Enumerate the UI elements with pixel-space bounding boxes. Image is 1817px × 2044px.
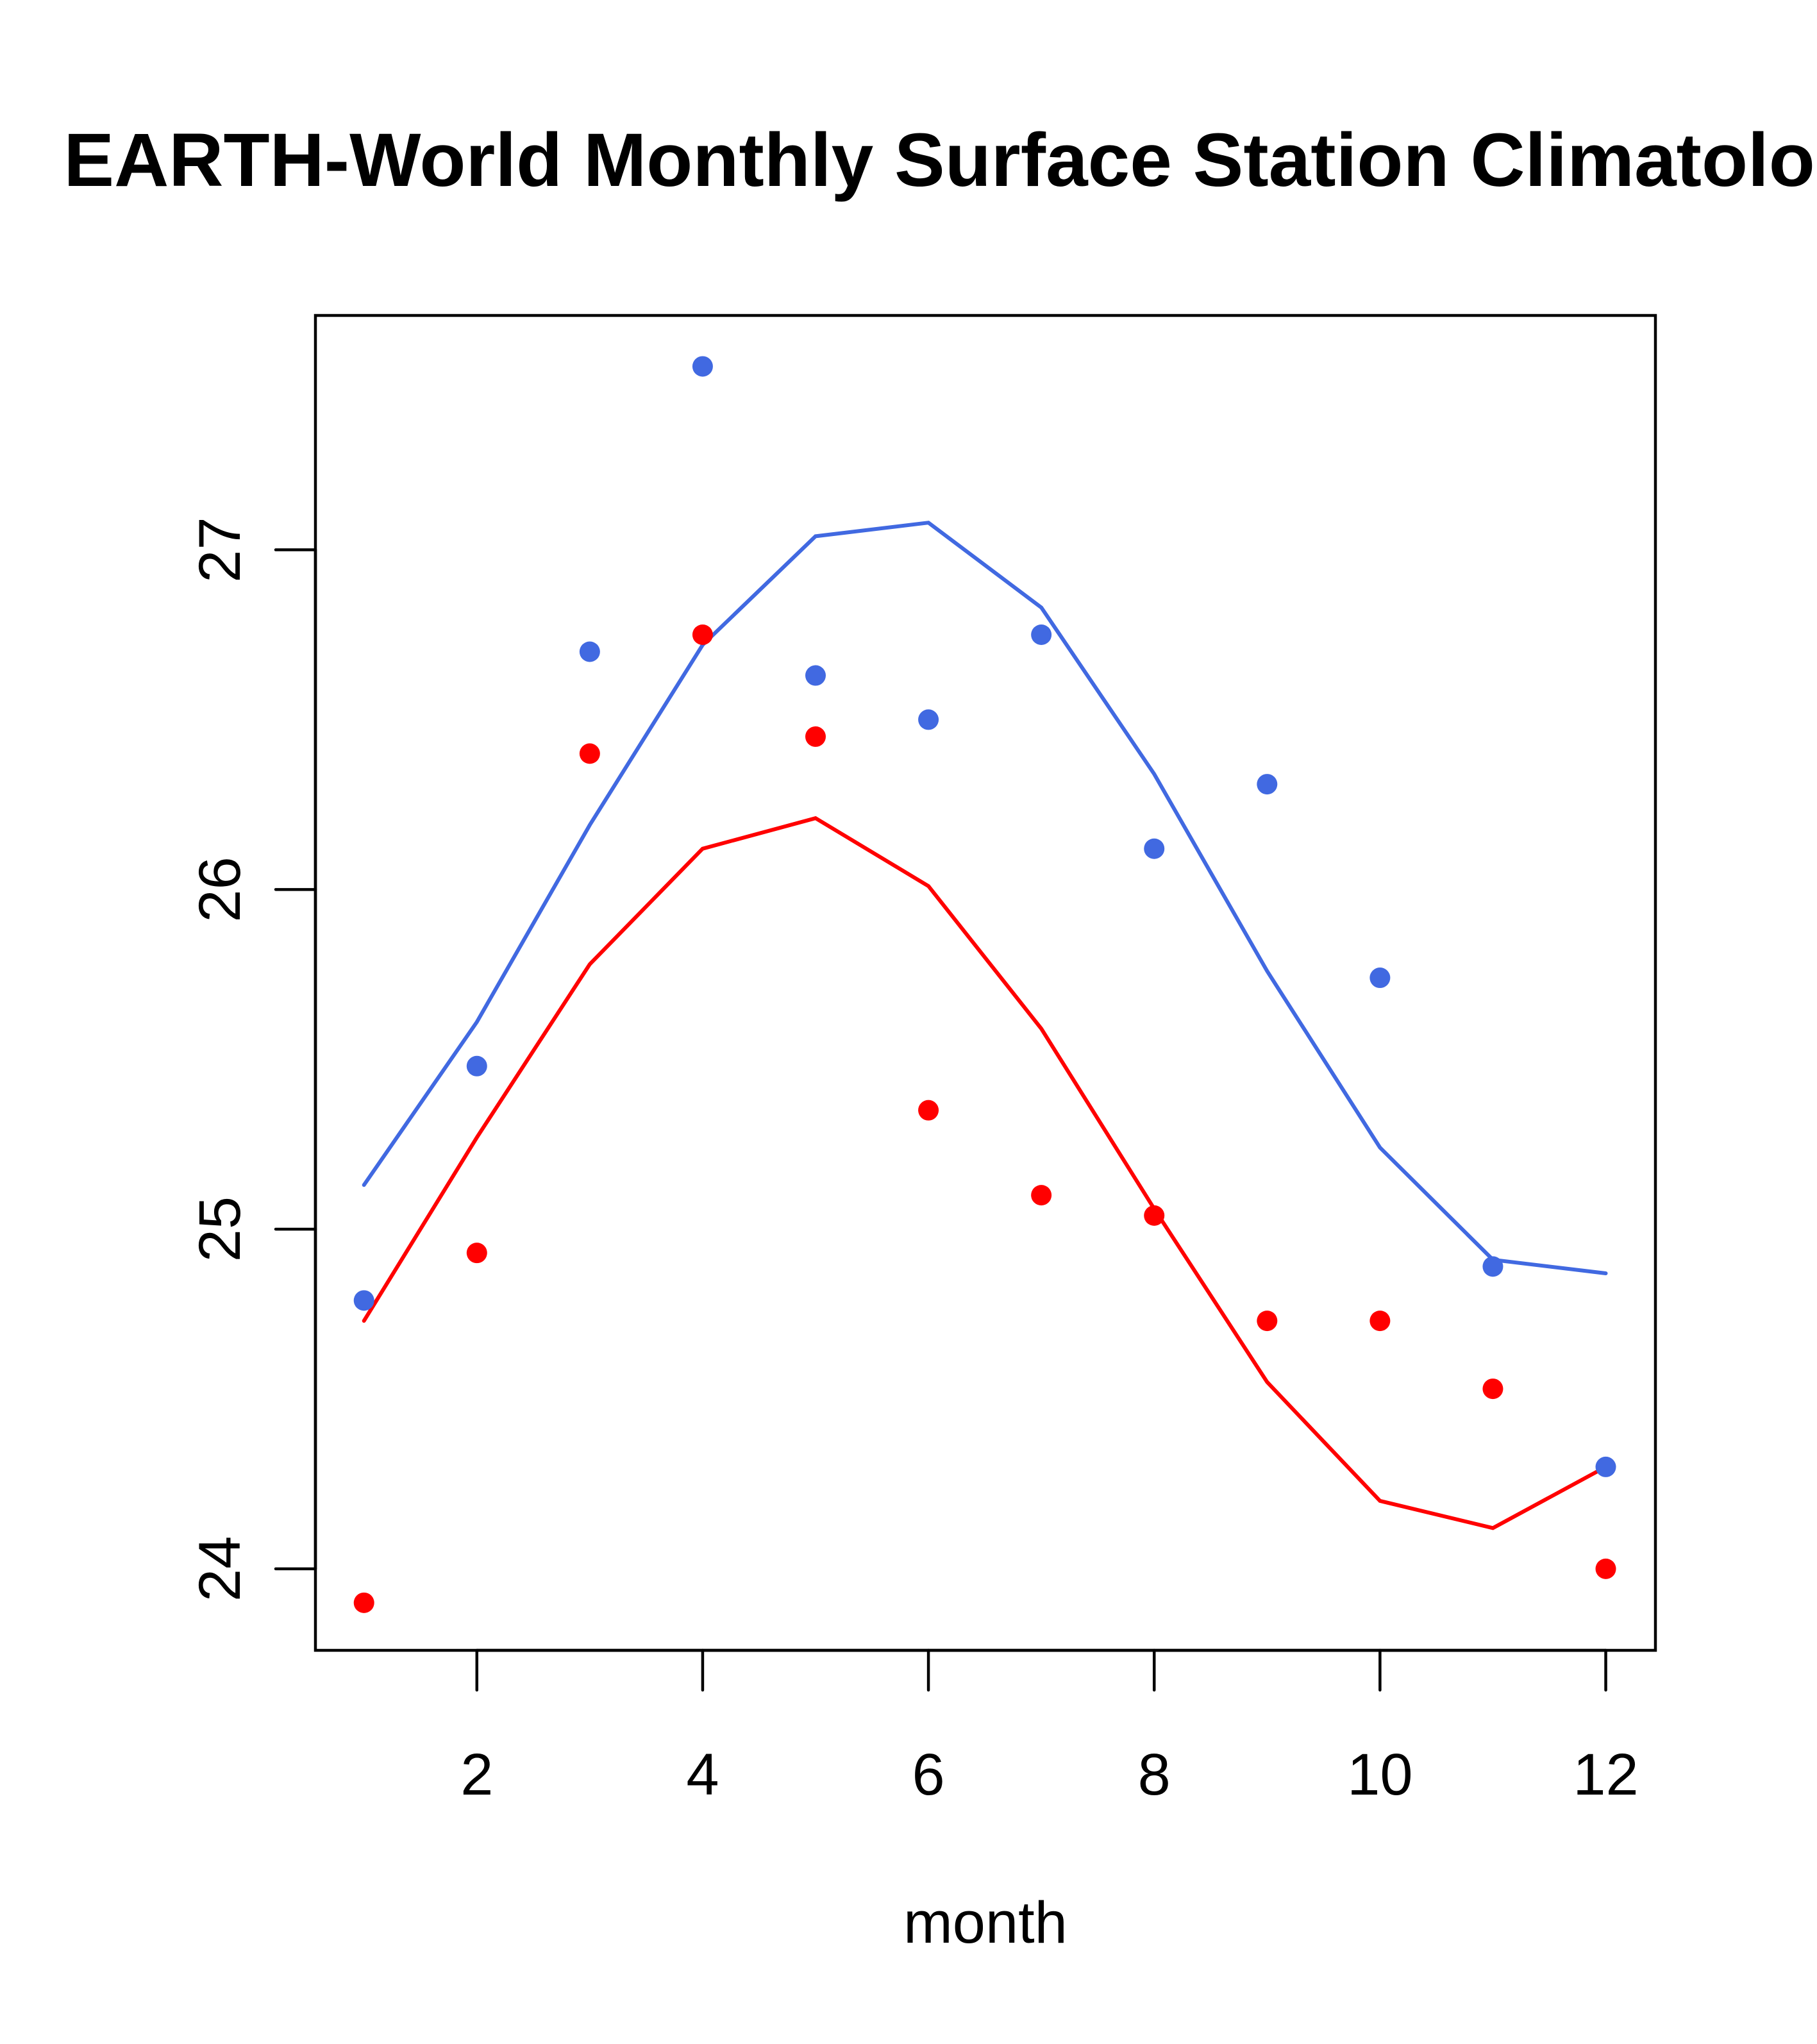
data-point	[353, 1592, 374, 1613]
series-blue-points	[353, 356, 1616, 1477]
data-point	[353, 1290, 374, 1311]
data-point	[1144, 1205, 1165, 1226]
y-tick-label: 24	[187, 1536, 253, 1602]
y-tick-label: 27	[187, 517, 253, 582]
data-point	[466, 1055, 487, 1076]
data-point	[1369, 1311, 1391, 1332]
x-tick-label: 4	[686, 1742, 719, 1807]
data-point	[1257, 774, 1278, 795]
data-point	[1369, 968, 1391, 989]
y-axis: 24 25 26 27	[187, 517, 317, 1602]
x-tick-label: 12	[1573, 1742, 1638, 1807]
data-point	[918, 1100, 939, 1121]
x-tick-label: 8	[1138, 1742, 1171, 1807]
data-point	[1031, 1185, 1052, 1206]
series-blue-line	[362, 521, 1608, 1275]
x-tick-label: 6	[912, 1742, 944, 1807]
data-point	[805, 665, 826, 686]
x-tick-label: 10	[1347, 1742, 1412, 1807]
data-point	[1031, 624, 1052, 645]
data-point	[1144, 838, 1165, 859]
x-axis: 2 4 6 8 10 12	[460, 1648, 1639, 1807]
series-layer	[353, 356, 1616, 1613]
data-point	[1482, 1378, 1503, 1400]
chart-title: EARTH-World Monthly Surface Station Clim…	[63, 118, 1817, 203]
data-point	[579, 743, 600, 764]
data-point	[1482, 1256, 1503, 1277]
plot-frame	[314, 314, 1657, 1652]
data-point	[1257, 1311, 1278, 1332]
y-tick-label: 26	[187, 857, 253, 922]
series-red-line	[362, 816, 1608, 1530]
data-point	[579, 641, 600, 662]
x-axis-label: month	[903, 1890, 1068, 1956]
data-point	[1595, 1558, 1616, 1579]
data-point	[918, 709, 939, 730]
data-point	[1595, 1456, 1616, 1477]
y-tick-label: 25	[187, 1196, 253, 1262]
x-tick-label: 2	[460, 1742, 493, 1807]
series-red-points	[353, 624, 1616, 1613]
data-point	[466, 1243, 487, 1264]
series-line	[362, 521, 1608, 1275]
data-point	[805, 726, 826, 747]
series-line	[362, 816, 1608, 1530]
data-point	[692, 624, 713, 645]
data-point	[692, 356, 713, 377]
